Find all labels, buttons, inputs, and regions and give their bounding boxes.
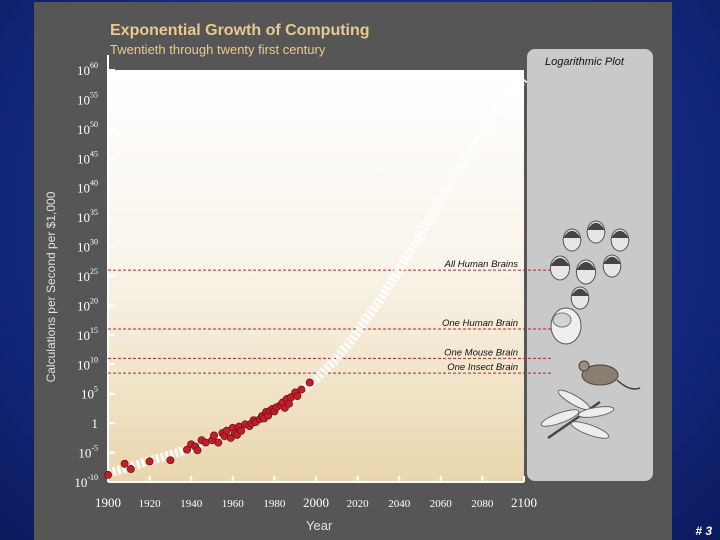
data-point bbox=[210, 431, 219, 440]
trend-band bbox=[106, 75, 528, 478]
y-tick-label: 10-5 bbox=[78, 444, 98, 461]
logarithmic-plot-label: Logarithmic Plot bbox=[545, 56, 624, 68]
mouse-ear-illustration bbox=[578, 360, 590, 372]
x-tick-label: 2040 bbox=[388, 498, 411, 510]
y-tick-label: 1050 bbox=[77, 120, 98, 137]
insect-wing-illustration bbox=[540, 409, 580, 427]
data-point bbox=[193, 446, 202, 455]
threshold-label: One Insect Brain bbox=[447, 362, 518, 373]
mouse-illustration bbox=[581, 364, 619, 386]
human-head-illustration-hair bbox=[563, 230, 581, 238]
threshold-label: One Mouse Brain bbox=[444, 347, 518, 358]
y-tick-label: 1030 bbox=[77, 238, 98, 255]
plot-area bbox=[108, 70, 524, 482]
brain-illustration bbox=[552, 312, 572, 328]
x-tick-label: 1960 bbox=[222, 498, 245, 510]
x-tick-label: 1920 bbox=[139, 498, 162, 510]
human-head-illustration-hair bbox=[571, 288, 589, 296]
data-point bbox=[297, 385, 306, 394]
chart-subtitle: Twentieth through twenty first century bbox=[110, 42, 326, 57]
data-point bbox=[104, 470, 113, 479]
x-tick-label: 2020 bbox=[347, 498, 370, 510]
y-tick-label: 1010 bbox=[77, 355, 98, 372]
y-tick-label: 105 bbox=[81, 385, 98, 402]
y-tick-label: 1 bbox=[92, 416, 99, 431]
x-tick-label: 2060 bbox=[430, 498, 453, 510]
x-tick-label: 2100 bbox=[511, 495, 537, 510]
human-head-illustration-hair bbox=[576, 262, 596, 270]
y-tick-label: 1060 bbox=[77, 61, 98, 78]
human-head-illustration-hair bbox=[611, 230, 629, 238]
y-tick-label: 1055 bbox=[77, 90, 98, 107]
x-tick-label: 1940 bbox=[180, 498, 203, 510]
data-point bbox=[166, 456, 175, 465]
x-axis-label: Year bbox=[306, 518, 333, 533]
y-tick-label: 10-10 bbox=[74, 473, 98, 490]
data-point bbox=[145, 457, 154, 466]
x-tick-label: 2080 bbox=[471, 498, 494, 510]
insect-wing-illustration bbox=[557, 389, 591, 411]
insect-wing-illustration bbox=[570, 421, 610, 439]
mouse-tail-illustration bbox=[616, 379, 641, 390]
human-head-illustration-hair bbox=[603, 256, 621, 264]
chart-title: Exponential Growth of Computing bbox=[110, 22, 370, 39]
data-point bbox=[237, 426, 246, 435]
human-head-illustration-hair bbox=[550, 258, 570, 266]
y-tick-label: 1045 bbox=[77, 149, 98, 166]
y-tick-label: 1015 bbox=[77, 326, 98, 343]
data-point bbox=[293, 392, 302, 401]
y-tick-label: 1035 bbox=[77, 208, 98, 225]
data-point bbox=[120, 459, 129, 468]
threshold-label: One Human Brain bbox=[442, 318, 518, 329]
threshold-label: All Human Brains bbox=[444, 259, 519, 270]
x-tick-label: 1900 bbox=[95, 495, 121, 510]
page-number: # 3 bbox=[695, 524, 712, 538]
insect-wing-illustration bbox=[577, 406, 615, 418]
human-head-illustration-hair bbox=[587, 222, 605, 230]
data-point bbox=[126, 465, 135, 474]
y-tick-label: 1020 bbox=[77, 296, 98, 313]
data-point bbox=[214, 438, 223, 447]
data-point bbox=[183, 445, 192, 454]
x-tick-label: 1980 bbox=[263, 498, 286, 510]
y-axis-label: Calculations per Second per $1,000 bbox=[44, 191, 58, 383]
y-tick-label: 1040 bbox=[77, 179, 98, 196]
y-tick-label: 1025 bbox=[77, 267, 98, 284]
x-tick-label: 2000 bbox=[303, 495, 329, 510]
data-point bbox=[305, 378, 314, 387]
